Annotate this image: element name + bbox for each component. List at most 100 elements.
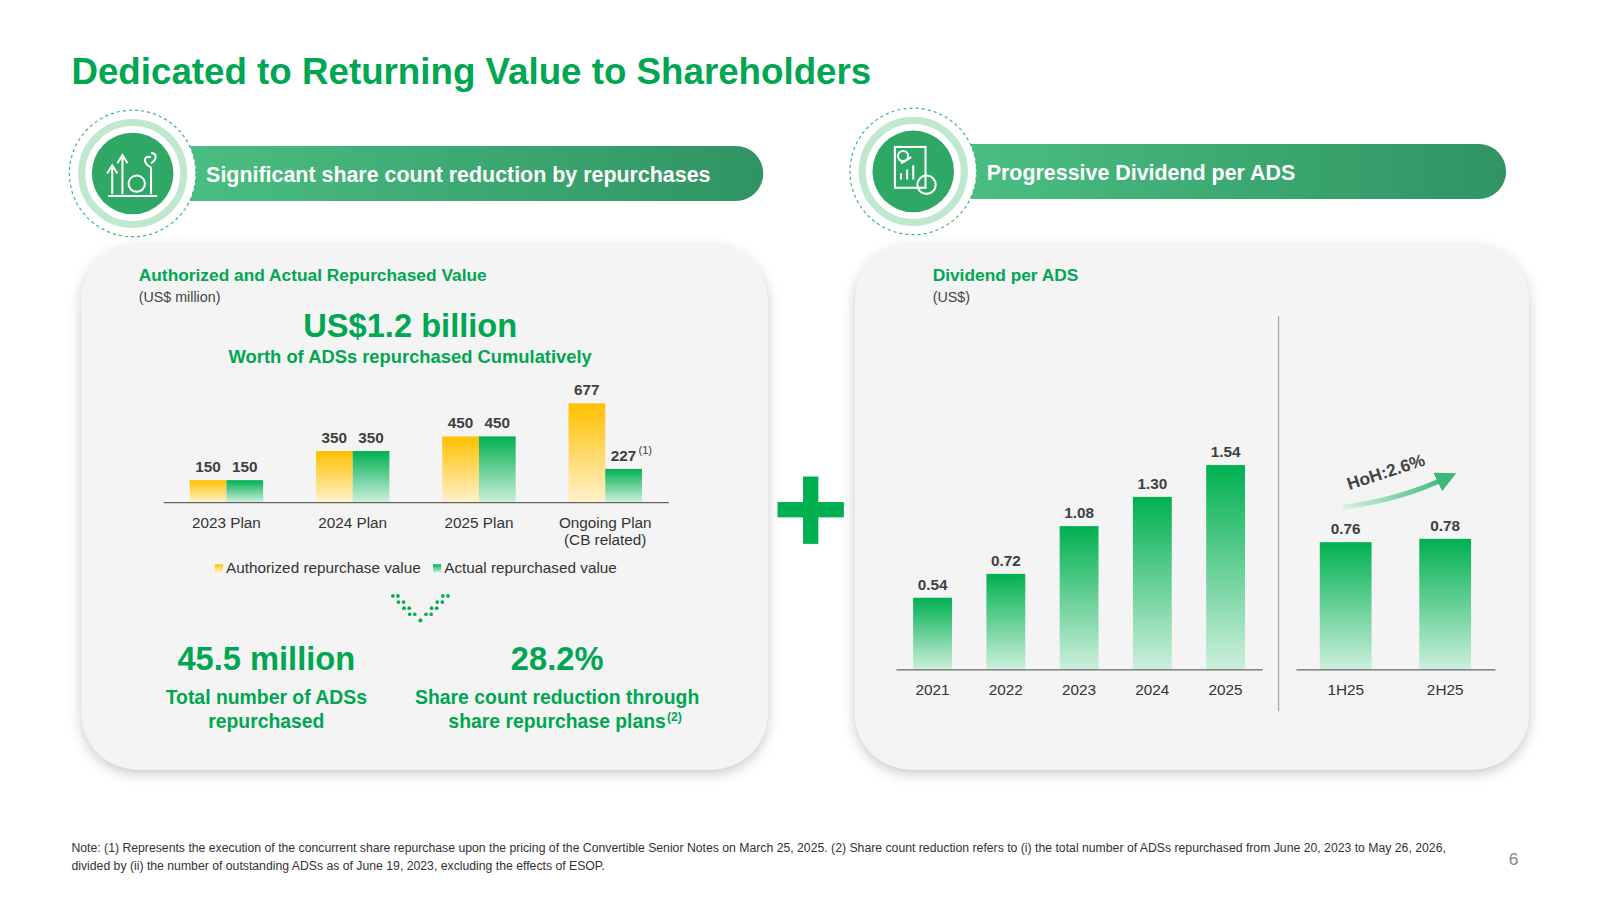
dot [435, 606, 439, 610]
x-tick-label: 2022 [989, 681, 1023, 698]
dot [402, 600, 406, 604]
bar [568, 403, 605, 502]
right-card [855, 245, 1528, 769]
x-tick-label: 1H25 [1327, 681, 1364, 698]
x-tick: Ongoing Plan(CB related) [559, 514, 652, 549]
dot [419, 619, 423, 623]
bar [986, 574, 1025, 670]
x-axis: 1H25 2H25 [1296, 670, 1495, 698]
label-note: (1) [638, 444, 652, 456]
data-label: 450 [485, 414, 511, 431]
dot [441, 600, 445, 604]
page-number: 6 [1509, 849, 1519, 869]
data-label: 450 [448, 414, 474, 431]
banner-text: Significant share count reduction by rep… [206, 163, 710, 187]
chevron-dots [391, 594, 450, 622]
chart-title: Authorized and Actual Repurchased Value [139, 265, 487, 285]
dot [446, 594, 450, 598]
dot [413, 612, 417, 616]
dot [435, 600, 439, 604]
legend-label: Authorized repurchase value [226, 559, 421, 576]
bar [316, 451, 353, 502]
icon-disc [862, 120, 964, 222]
x-tick: 2023 Plan [192, 514, 261, 531]
legend-item: Authorized repurchase value [215, 559, 421, 576]
chart-subtitle: (US$ million) [139, 289, 221, 305]
icon-inner [92, 133, 174, 215]
x-tick: 1H25 [1327, 681, 1364, 698]
stat-caption: Total number of ADSsrepurchased [166, 686, 367, 732]
data-label: 350 [358, 429, 384, 446]
bar [605, 469, 642, 502]
x-tick: 2022 [989, 681, 1023, 698]
x-axis-line [1296, 669, 1495, 670]
bar [1320, 542, 1372, 669]
annotation: HoH:2.6% [1344, 450, 1427, 494]
dot [402, 606, 406, 610]
legend: Authorized repurchase value Actual repurc… [215, 559, 617, 576]
x-tick-label: Ongoing Plan(CB related) [559, 514, 652, 549]
bar [1133, 497, 1172, 669]
bar [479, 436, 516, 502]
legend-label: Actual repurchased value [444, 559, 617, 576]
icon-disc [82, 122, 184, 224]
x-tick-label: 2H25 [1427, 681, 1464, 698]
stat-value: 45.5 million [177, 640, 355, 677]
data-label: 0.54 [918, 576, 948, 593]
dot [429, 612, 433, 616]
icon-ring [850, 108, 977, 235]
x-tick-label: 2024 Plan [318, 514, 387, 531]
bar [190, 480, 227, 502]
dot [407, 606, 411, 610]
dot [419, 619, 423, 623]
stat-caption-note: (2) [667, 710, 682, 724]
icon [107, 153, 157, 196]
headline: US$1.2 billion [303, 307, 517, 344]
dot [441, 594, 445, 598]
data-label: 0.72 [991, 552, 1021, 569]
data-label: 150 [232, 458, 258, 475]
data-label: 1.30 [1137, 475, 1167, 492]
data-label: 150 [195, 458, 221, 475]
dot [408, 612, 412, 616]
data-label: 227 [611, 447, 637, 464]
chart-title: Dividend per ADS [933, 265, 1079, 285]
slide-title: Dedicated to Returning Value to Sharehol… [71, 51, 871, 92]
chart-subtitle: (US$) [933, 289, 970, 305]
plus-h [778, 502, 844, 517]
data-label: 0.78 [1430, 517, 1460, 534]
x-tick: 2H25 [1427, 681, 1464, 698]
x-axis: 20212022202320242025 [896, 670, 1262, 698]
separator [1278, 316, 1279, 711]
x-tick-label: 2025 Plan [445, 514, 514, 531]
dot [397, 600, 401, 604]
data-label: 0.76 [1331, 520, 1361, 537]
x-tick-label: 2023 [1062, 681, 1096, 698]
footnote: Note: (1) Represents the execution of th… [71, 841, 1445, 873]
icon-inner [872, 131, 954, 213]
stat-value: 28.2% [511, 640, 604, 677]
legend-swatch [433, 564, 441, 572]
left-card [82, 245, 768, 769]
bars [913, 465, 1245, 669]
dot [424, 612, 428, 616]
bar [1206, 465, 1245, 669]
dot [391, 594, 395, 598]
bar [226, 480, 263, 502]
banner-pill [934, 144, 1506, 199]
page: Dedicated to Returning Value to Sharehol… [0, 0, 1600, 900]
x-tick: 2024 [1135, 681, 1170, 698]
bar [1419, 539, 1471, 670]
icon-ring [69, 110, 196, 237]
x-tick: 2024 Plan [318, 514, 387, 531]
x-tick: 2025 [1209, 681, 1243, 698]
banner-text: Progressive Dividend per ADS [987, 161, 1296, 185]
bar [913, 598, 952, 670]
data-label: 1.54 [1211, 443, 1241, 460]
stat-caption: Share count reduction throughshare repur… [415, 686, 699, 732]
bar [353, 451, 390, 502]
headline-caption: Worth of ADSs repurchased Cumulatively [229, 346, 593, 367]
dot [396, 594, 400, 598]
x-axis-line [164, 502, 669, 503]
data-label: 350 [322, 429, 348, 446]
